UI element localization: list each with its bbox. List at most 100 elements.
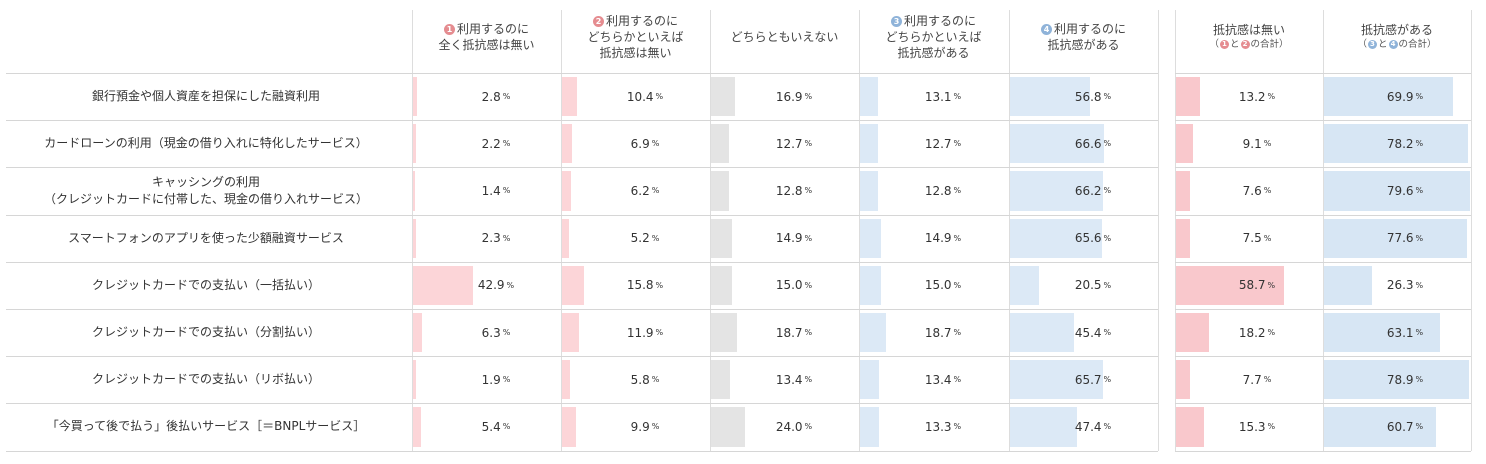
percent-sign: % (804, 375, 813, 385)
column-divider (561, 10, 562, 451)
summary-value-row2-col2: 78.2% (1387, 120, 1423, 167)
summary-bar-row7-col2 (1324, 360, 1470, 400)
percent-sign: % (1267, 280, 1276, 290)
row-label-line: （クレジットカードに付帯した、現金の借り入れサービス） (43, 191, 368, 206)
value-number: 12.7 (924, 136, 952, 151)
summary-bar-row2-col2 (1324, 124, 1468, 164)
value-number: 6.3 (481, 325, 501, 340)
percent-sign: % (1415, 139, 1424, 149)
summary-header-title: 抵抗感は無い (1212, 23, 1285, 37)
percent-sign: % (506, 280, 515, 290)
column-header-text: どちらかといえば (885, 29, 982, 44)
column-marker-1: 1 (443, 23, 455, 35)
summary-bar-row8-col1 (1176, 407, 1205, 447)
value-number: 65.7 (1074, 372, 1102, 387)
percent-sign: % (804, 233, 813, 243)
row-divider (1175, 73, 1471, 74)
value-row6-col1: 6.3% (482, 309, 511, 356)
bar-row1-col5 (1010, 77, 1091, 117)
percent-sign: % (1415, 422, 1424, 432)
column-marker-4: 4 (1040, 23, 1052, 35)
percent-sign: % (804, 328, 813, 338)
summary-bar-row8-col2 (1324, 407, 1436, 447)
percent-sign: % (804, 92, 813, 102)
row-label-line: 銀行預金や個人資産を担保にした融資利用 (91, 89, 320, 104)
summary-bar-row1-col2 (1324, 77, 1453, 117)
row-divider (6, 262, 1158, 263)
percent-sign: % (502, 92, 511, 102)
bar-row8-col5 (1010, 407, 1077, 447)
percent-sign: % (1103, 233, 1112, 243)
summary-value-row7-col2: 78.9% (1387, 356, 1423, 403)
bar-row7-col1 (413, 360, 416, 400)
value-row6-col2: 11.9% (627, 309, 663, 356)
column-divider (710, 10, 711, 451)
value-number: 5.4 (481, 419, 501, 434)
value-row5-col1: 42.9% (478, 262, 514, 309)
bar-row8-col3 (711, 407, 745, 447)
column-header-line: 抵抗感は無い (599, 45, 671, 61)
percent-sign: % (953, 186, 962, 196)
value-row3-col2: 6.2% (631, 167, 660, 214)
value-number: 45.4 (1074, 325, 1102, 340)
percent-sign: % (1415, 233, 1424, 243)
value-number: 42.9 (477, 278, 505, 293)
value-number: 13.4 (924, 372, 952, 387)
percent-sign: % (1103, 139, 1112, 149)
value-number: 7.6 (1242, 183, 1262, 198)
bar-row4-col5 (1010, 218, 1103, 258)
percent-sign: % (1415, 328, 1424, 338)
column-header-5: 4 利用するのに 抵抗感がある (1009, 0, 1158, 73)
summary-value-row5-col2: 26.3% (1387, 262, 1423, 309)
column-header-1: 1 利用するのに 全く抵抗感は無い (412, 0, 561, 73)
value-row8-col2: 9.9% (631, 403, 660, 450)
column-header-4: 3 利用するのに どちらかといえば 抵抗感がある (859, 0, 1008, 73)
percent-sign: % (651, 422, 660, 432)
column-header-text: 利用するのに (605, 13, 678, 28)
column-header-text: 利用するのに (1053, 21, 1126, 36)
bar-row1-col4 (860, 77, 879, 117)
value-row8-col3: 24.0% (776, 403, 812, 450)
percent-sign: % (502, 139, 511, 149)
summary-bar-row7-col1 (1176, 360, 1191, 400)
percent-sign: % (1103, 280, 1112, 290)
percent-sign: % (655, 280, 664, 290)
value-number: 12.8 (924, 183, 952, 198)
percent-sign: % (1103, 186, 1112, 196)
row-label-6: クレジットカードでの支払い（分割払い） (6, 309, 406, 356)
column-header-text: 抵抗感がある (1047, 37, 1120, 52)
value-row5-col4: 15.0% (925, 262, 961, 309)
column-header-line: 全く抵抗感は無い (438, 37, 534, 53)
summary-value-row2-col1: 9.1% (1243, 120, 1272, 167)
bar-row6-col5 (1010, 313, 1074, 353)
value-number: 15.3 (1238, 419, 1266, 434)
percent-sign: % (1263, 186, 1272, 196)
bar-row4-col4 (860, 218, 881, 258)
value-row1-col3: 16.9% (776, 73, 812, 120)
summary-bar-row3-col2 (1324, 171, 1470, 211)
column-divider (412, 10, 413, 451)
percent-sign: % (1415, 280, 1424, 290)
value-number: 13.4 (775, 372, 803, 387)
summary-bar-row3-col1 (1176, 171, 1190, 211)
bar-row2-col3 (711, 124, 729, 164)
value-number: 5.8 (630, 372, 650, 387)
value-number: 13.1 (924, 89, 952, 104)
column-header-line: どちらかといえば (587, 29, 683, 45)
value-number: 56.8 (1074, 89, 1102, 104)
percent-sign: % (1103, 375, 1112, 385)
bar-row7-col2 (562, 360, 571, 400)
value-row8-col5: 47.4% (1075, 403, 1111, 450)
row-label-line: クレジットカードでの支払い（リボ払い） (91, 372, 320, 387)
row-divider (6, 73, 1158, 74)
column-header-text: 抵抗感がある (897, 45, 970, 60)
percent-sign: % (804, 139, 813, 149)
percent-sign: % (651, 186, 660, 196)
bar-row1-col3 (711, 77, 735, 117)
percent-sign: % (502, 186, 511, 196)
value-number: 63.1 (1386, 325, 1414, 340)
column-header-text: どちらともいえない (730, 29, 839, 44)
summary-bar-row6-col2 (1324, 313, 1441, 353)
column-header-line: 抵抗感がある (897, 45, 969, 61)
value-number: 18.2 (1238, 325, 1266, 340)
